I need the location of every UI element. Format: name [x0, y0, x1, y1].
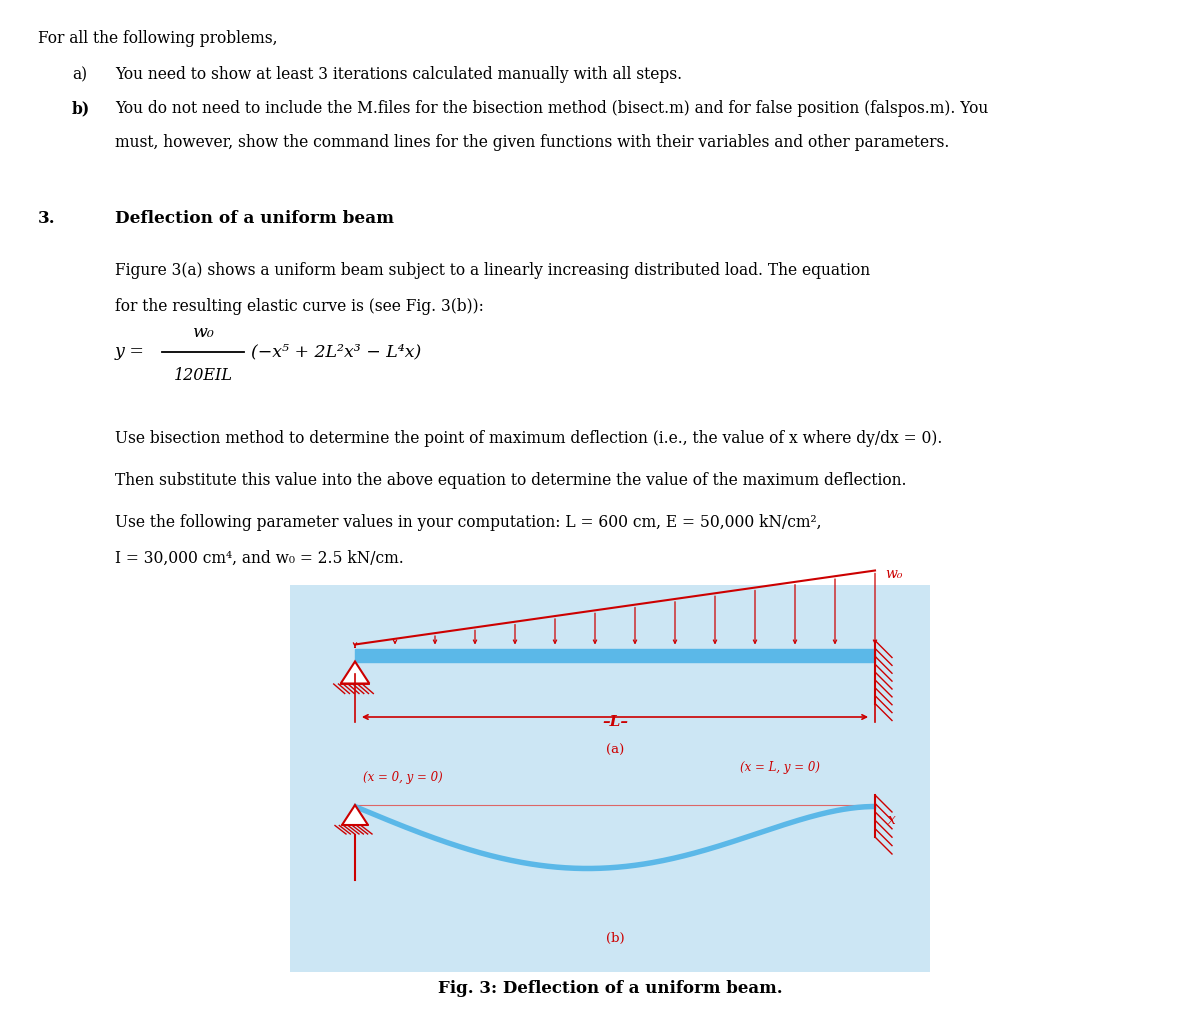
Text: (x = L, y = 0): (x = L, y = 0): [740, 761, 820, 773]
Text: (b): (b): [606, 931, 624, 945]
Text: b): b): [72, 100, 90, 117]
Text: must, however, show the command lines for the given functions with their variabl: must, however, show the command lines fo…: [115, 134, 949, 151]
Text: I = 30,000 cm⁴, and w₀ = 2.5 kN/cm.: I = 30,000 cm⁴, and w₀ = 2.5 kN/cm.: [115, 550, 403, 567]
Text: Then substitute this value into the above equation to determine the value of the: Then substitute this value into the abov…: [115, 472, 906, 489]
Bar: [290, 585, 930, 972]
Text: Use bisection method to determine the point of maximum deflection (i.e., the val: Use bisection method to determine the po…: [115, 430, 942, 447]
Polygon shape: [342, 805, 368, 825]
Text: w₀: w₀: [886, 566, 902, 581]
Text: 3.: 3.: [38, 210, 55, 227]
Text: Fig. 3: Deflection of a uniform beam.: Fig. 3: Deflection of a uniform beam.: [438, 980, 782, 997]
Text: a): a): [72, 66, 88, 83]
Text: You need to show at least 3 iterations calculated manually with all steps.: You need to show at least 3 iterations c…: [115, 66, 682, 83]
Text: (−x⁵ + 2L²x³ − L⁴x): (−x⁵ + 2L²x³ − L⁴x): [251, 343, 421, 361]
Text: You do not need to include the M.files for the bisection method (bisect.m) and f: You do not need to include the M.files f…: [115, 100, 989, 117]
Text: y =: y =: [115, 343, 150, 361]
Text: (a): (a): [606, 743, 624, 757]
Text: x: x: [888, 813, 896, 827]
Text: –L–: –L–: [602, 715, 628, 729]
Text: 120EIL: 120EIL: [174, 367, 233, 384]
Text: Deflection of a uniform beam: Deflection of a uniform beam: [115, 210, 394, 227]
Text: Figure 3(a) shows a uniform beam subject to a linearly increasing distributed lo: Figure 3(a) shows a uniform beam subject…: [115, 262, 870, 279]
Text: w₀: w₀: [192, 324, 214, 340]
Bar: [355, 649, 875, 661]
Text: For all the following problems,: For all the following problems,: [38, 30, 277, 47]
Text: Use the following parameter values in your computation: L = 600 cm, E = 50,000 k: Use the following parameter values in yo…: [115, 514, 822, 531]
Text: for the resulting elastic curve is (see Fig. 3(b)):: for the resulting elastic curve is (see …: [115, 298, 484, 315]
Text: (x = 0, y = 0): (x = 0, y = 0): [364, 771, 443, 783]
Polygon shape: [341, 661, 370, 684]
